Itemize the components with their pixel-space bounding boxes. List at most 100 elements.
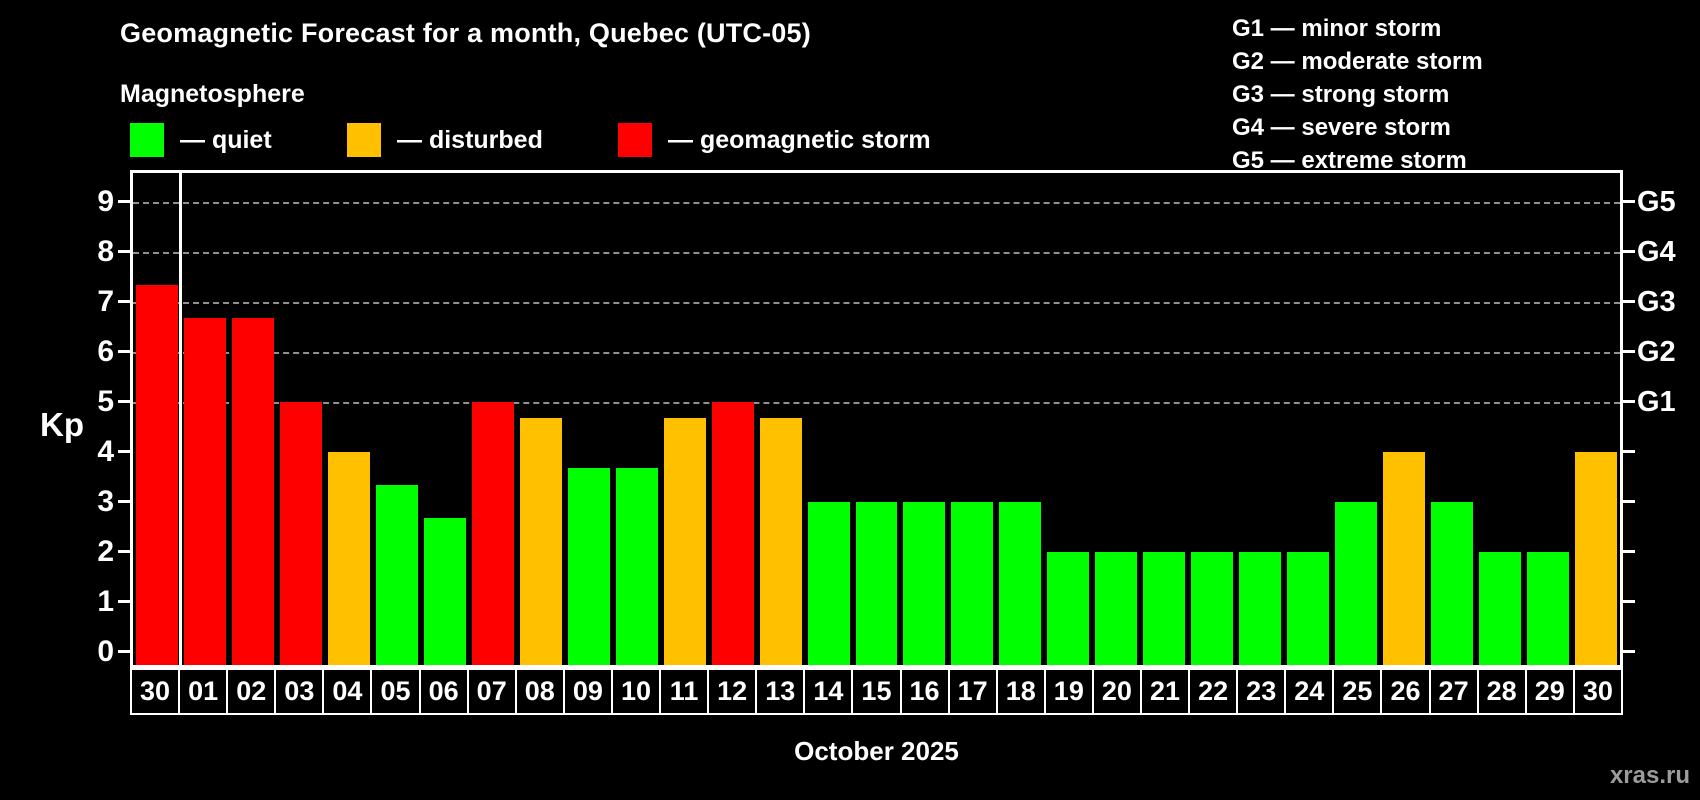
y-tick-label-3: 3 [97,484,114,518]
y-axis-title: Kp [40,406,84,443]
day-label-25: 25 [1334,670,1383,713]
bar-day-25 [1335,501,1378,665]
legend-swatch-quiet [130,123,164,157]
left-tick-kp5 [118,400,130,404]
right-tick-kp5 [1623,400,1635,404]
day-label-24: 24 [1286,670,1335,713]
day-label-06: 06 [421,670,469,713]
gridline-kp7 [133,301,1620,304]
bar-day-12 [711,401,754,665]
y-tick-label-6: 6 [97,334,114,368]
bar-day-13 [759,418,802,665]
legend-swatch-disturbed [347,123,381,157]
bar-day-27 [1431,501,1474,665]
y-tick-label-5: 5 [97,384,114,418]
legend-item-storm: — geomagnetic storm [618,122,931,158]
bar-day-06 [423,518,466,665]
bar-day-29 [1527,551,1570,665]
day-label-28: 28 [1479,670,1527,713]
day-label-22: 22 [1190,670,1239,713]
day-label-18: 18 [998,670,1046,713]
legend-item-disturbed: — disturbed [347,122,543,158]
y-tick-label-1: 1 [97,584,114,618]
bar-day-04 [327,451,370,665]
bar-day-01 [183,318,226,665]
legend-label-storm: — geomagnetic storm [668,125,931,154]
day-label-08: 08 [517,670,565,713]
day-label-19: 19 [1046,670,1094,713]
day-label-16: 16 [902,670,950,713]
left-tick-kp8 [118,250,130,254]
bar-day-20 [1095,551,1138,665]
bar-day-30 [1575,451,1617,665]
day-label-21: 21 [1142,670,1191,713]
day-label-13: 13 [757,670,806,713]
y-tick-label-9: 9 [97,184,114,218]
bar-day-28 [1479,551,1522,665]
day-label-30: 30 [1582,676,1613,706]
bar-day-18 [999,501,1042,665]
day-label-01: 01 [180,670,229,713]
day-label-04: 04 [324,670,373,713]
day-label-14: 14 [805,670,854,713]
bar-day-10 [615,468,658,665]
right-tick-kp6 [1623,350,1635,354]
bar-day-23 [1239,551,1282,665]
right-axis-label-G1: G1 [1637,385,1676,418]
right-tick-kp7 [1623,300,1635,304]
bar-day-11 [663,418,706,665]
y-axis-labels: 0 1 2 3 4 5 6 7 8 9 [0,170,114,668]
day-label-20: 20 [1094,670,1142,713]
left-tick-kp9 [118,200,130,204]
y-tick-label-7: 7 [97,284,114,318]
right-axis-labels: G1 G2 G3 G4 G5 [1637,170,1700,668]
day-label-23: 23 [1238,670,1287,713]
g-scale-legend: G1 — minor storm G2 — moderate storm G3 — … [1232,12,1483,177]
right-axis-label-G3: G3 [1637,285,1676,318]
left-tick-kp3 [118,500,130,504]
right-tick-kp3 [1623,500,1635,504]
y-tick-label-0: 0 [97,634,114,668]
bar-day-15 [855,501,898,665]
day-label-10: 10 [613,670,662,713]
bar-day-26 [1383,451,1426,665]
bar-day-08 [519,418,562,665]
y-tick-label-4: 4 [97,434,114,468]
right-axis-label-G5: G5 [1637,185,1676,218]
right-tick-kp0 [1623,650,1635,654]
bar-day-09 [567,468,610,665]
bar-day-14 [807,501,850,665]
gridline-kp5 [133,401,1620,404]
left-tick-kp0 [118,650,130,654]
y-tick-label-2: 2 [97,534,114,568]
bar-day-21 [1143,551,1186,665]
g-legend-line-4: G4 — severe storm [1232,114,1451,141]
watermark-link[interactable]: xras.ru [1609,762,1690,789]
y-tick-label-8: 8 [97,234,114,268]
left-tick-kp6 [118,350,130,354]
chart-subtitle: Magnetosphere [120,80,305,108]
day-label-17: 17 [950,670,998,713]
bar-day-30 [136,285,178,665]
bar-day-24 [1287,551,1330,665]
day-label-09: 09 [565,670,613,713]
x-axis-title: October 2025 [794,736,959,766]
right-tick-kp4 [1623,450,1635,454]
gridline-kp6 [133,351,1620,354]
bar-day-22 [1191,551,1234,665]
bar-day-19 [1047,551,1090,665]
bar-day-16 [903,501,946,665]
legend-label-disturbed: — disturbed [397,125,543,154]
x-axis-day-row: 30 01 02 03 04 05 06 07 08 09 10 11 12 13 14 15 16 17 18 19… [130,668,1623,715]
day-label-05: 05 [372,670,421,713]
day-label-03: 03 [276,670,325,713]
legend-item-quiet: — quiet [130,122,272,158]
g-legend-line-1: G1 — minor storm [1232,15,1442,42]
bar-day-03 [279,401,322,665]
day-label-27: 27 [1431,670,1479,713]
day-label-prev-30: 30 [132,670,181,713]
right-tick-kp1 [1623,600,1635,604]
day-label-15: 15 [853,670,902,713]
right-tick-kp9 [1623,200,1635,204]
